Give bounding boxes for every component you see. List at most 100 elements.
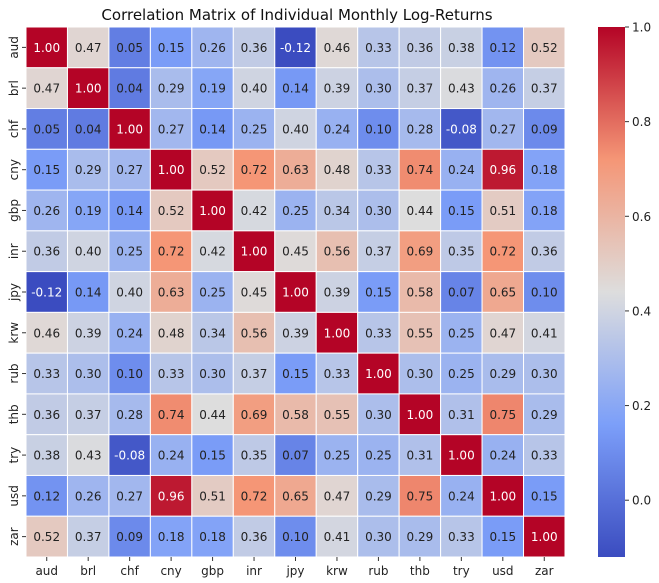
cell-value-label: 0.09 — [116, 530, 143, 544]
heatmap-cell — [191, 311, 234, 354]
cell-value-label: 0.30 — [199, 367, 226, 381]
cell-value-label: 0.37 — [531, 82, 558, 96]
cell-value-label: 0.15 — [365, 286, 392, 300]
heatmap-cell — [149, 148, 193, 191]
cell-value-label: 0.29 — [365, 489, 392, 503]
cell-value-label: 0.15 — [448, 204, 475, 218]
cell-value-label: 0.33 — [365, 326, 392, 340]
cell-value-label: 0.58 — [407, 286, 434, 300]
cell-value-label: 0.26 — [199, 41, 226, 55]
heatmap-cell — [25, 515, 68, 558]
cell-value-label: 0.10 — [282, 530, 309, 544]
cell-value-label: 0.48 — [158, 326, 185, 340]
cell-value-label: 0.52 — [531, 41, 558, 55]
cell-value-label: 0.36 — [407, 41, 434, 55]
cell-value-label: 0.07 — [448, 286, 475, 300]
cell-value-label: 0.42 — [241, 204, 268, 218]
cell-value-label: 0.52 — [158, 204, 185, 218]
cell-value-label: 0.44 — [407, 204, 434, 218]
cell-value-label: 0.33 — [531, 449, 558, 463]
cell-value-label: 0.10 — [531, 286, 558, 300]
heatmap-cell — [274, 148, 317, 191]
cell-value-label: 0.12 — [33, 489, 60, 503]
cell-value-label: 0.10 — [116, 367, 143, 381]
cell-value-label: 0.46 — [33, 326, 60, 340]
cell-value-label: 0.40 — [282, 122, 309, 136]
cell-value-label: 0.47 — [489, 326, 516, 340]
cell-value-label: 0.38 — [448, 41, 475, 55]
cell-value-label: 0.34 — [324, 204, 351, 218]
cell-value-label: 1.00 — [33, 41, 60, 55]
x-tick-label: try — [453, 564, 470, 578]
heatmap-cell — [66, 230, 110, 273]
y-tick-label: rub — [7, 363, 21, 383]
heatmap-cell — [191, 271, 234, 313]
cell-value-label: 0.14 — [75, 286, 102, 300]
cell-value-label: 0.37 — [241, 367, 268, 381]
heatmap-cell — [523, 311, 566, 354]
heatmap-cell — [191, 230, 234, 273]
cell-value-label: 0.30 — [75, 367, 102, 381]
x-tick-label: aud — [35, 564, 58, 578]
heatmap-cell — [481, 393, 525, 436]
y-axis-ticks: aud brl chf cny gbp inr jpy krw rub thb try usd zar — [7, 36, 26, 546]
cell-value-label: 0.55 — [407, 326, 434, 340]
heatmap-cell — [523, 515, 566, 558]
cell-value-label: 0.35 — [241, 449, 268, 463]
heatmap-cell — [357, 393, 400, 436]
heatmap-cell — [149, 474, 193, 517]
cell-value-label: 0.29 — [407, 530, 434, 544]
cell-value-label: 0.28 — [407, 122, 434, 136]
cell-value-label: 0.14 — [199, 122, 226, 136]
cell-value-label: 0.31 — [407, 449, 434, 463]
x-tick-label: rub — [368, 564, 388, 578]
cell-value-label: 0.30 — [365, 204, 392, 218]
heatmap-cell — [66, 434, 110, 476]
x-tick-label: brl — [80, 564, 96, 578]
cell-value-label: -0.08 — [114, 449, 145, 463]
heatmap-cells: 1.00 0.47 0.05 0.15 0.26 0.36 -0.12 0.46 0.33 0.3… — [25, 26, 566, 558]
cell-value-label: 0.52 — [199, 163, 226, 177]
y-tick-label: inr — [7, 243, 21, 259]
heatmap-cell — [357, 434, 400, 476]
cell-value-label: 0.15 — [33, 163, 60, 177]
cell-value-label: 0.51 — [489, 204, 516, 218]
colorbar-ticks: 0.0 0.2 0.4 0.6 0.8 1.0 — [625, 21, 651, 508]
cell-value-label: 1.00 — [158, 163, 185, 177]
heatmap-cell — [149, 393, 193, 436]
heatmap-cell — [523, 271, 566, 313]
cell-value-label: 0.25 — [365, 449, 392, 463]
cell-value-label: 0.18 — [531, 163, 558, 177]
cell-value-label: 0.96 — [158, 489, 185, 503]
heatmap-cell — [191, 393, 234, 436]
cell-value-label: 0.27 — [116, 163, 143, 177]
heatmap-cell — [25, 393, 68, 436]
heatmap-cell — [357, 189, 400, 232]
cell-value-label: 0.43 — [448, 82, 475, 96]
heatmap-cell — [315, 311, 359, 354]
heatmap-cell — [66, 26, 110, 69]
heatmap-cell — [315, 26, 359, 69]
cell-value-label: 0.25 — [116, 245, 143, 259]
cell-value-label: 0.27 — [158, 122, 185, 136]
cell-value-label: 0.15 — [282, 367, 309, 381]
heatmap-cell — [357, 311, 400, 354]
y-tick-label: jpy — [7, 283, 21, 302]
cell-value-label: 0.72 — [158, 245, 185, 259]
cell-value-label: 0.72 — [489, 245, 516, 259]
cell-value-label: 0.04 — [116, 82, 143, 96]
heatmap-cell — [315, 352, 359, 395]
colorbar — [598, 27, 625, 557]
cell-value-label: 0.18 — [158, 530, 185, 544]
cell-value-label: 0.15 — [531, 489, 558, 503]
cell-value-label: 0.33 — [158, 367, 185, 381]
heatmap-cell — [357, 230, 400, 273]
y-tick-label: krw — [7, 322, 21, 344]
heatmap-cell — [149, 189, 193, 232]
cell-value-label: 0.29 — [75, 163, 102, 177]
cell-value-label: 1.00 — [365, 367, 392, 381]
heatmap-cell — [274, 474, 317, 517]
cell-value-label: 0.36 — [241, 530, 268, 544]
cell-value-label: 0.56 — [241, 326, 268, 340]
